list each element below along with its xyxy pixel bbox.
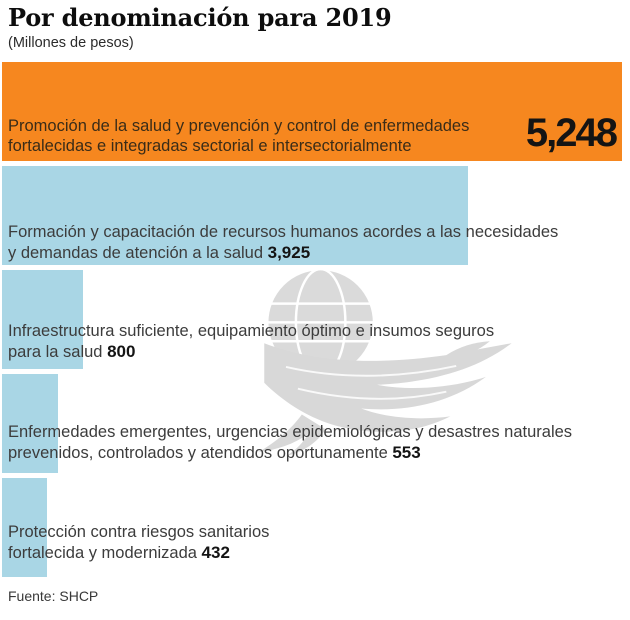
bar-label-line: Enfermedades emergentes, urgencias epide… [8, 423, 573, 441]
bar-value: 800 [107, 341, 136, 361]
bar-row: Promoción de la salud y prevención y con… [2, 62, 622, 161]
bar-label-line: Infraestructura suficiente, equipamiento… [8, 322, 495, 340]
bar-value-large: 5,248 [525, 111, 618, 155]
bar-label-line: Promoción de la salud y prevención y con… [8, 117, 470, 135]
bar-label-line: Formación y capacitación de recursos hum… [8, 223, 559, 241]
bar-rows: Promoción de la salud y prevención y con… [2, 62, 622, 577]
bar-2 [2, 166, 469, 265]
bar-row: Infraestructura suficiente, equipamiento… [2, 270, 622, 369]
bar-label-line: prevenidos, controlados y atendidos opor… [8, 443, 388, 462]
bar-label-line: Protección contra riesgos sanitarios [8, 523, 270, 541]
bar-label: Formación y capacitación de recursos hum… [8, 223, 558, 263]
bar-label: Infraestructura suficiente, equipamiento… [8, 322, 494, 362]
bar-value: 553 [392, 442, 421, 462]
bar-label: Promoción de la salud y prevención y con… [8, 117, 469, 156]
bar-row: Enfermedades emergentes, urgencias epide… [2, 374, 622, 473]
bar-4 [2, 374, 58, 473]
bar-label-line: para la salud [8, 342, 103, 361]
bar-5 [2, 478, 48, 577]
bar-label-line: fortalecidas e integradas sectorial e in… [8, 136, 412, 155]
bar-label: Protección contra riesgos sanitarios fort… [8, 523, 269, 563]
bar-label-line: y demandas de atención a la salud [8, 243, 264, 262]
page-subtitle: (Millones de pesos) [8, 35, 134, 51]
bar-label-line: fortalecida y modernizada [8, 543, 197, 562]
bar-row: Protección contra riesgos sanitarios fort… [2, 478, 622, 577]
source-note: Fuente: SHCP [8, 588, 99, 604]
bar-1 [2, 62, 622, 161]
page-title: Por denominación para 2019 [8, 3, 392, 32]
bar-value: 3,925 [267, 242, 311, 262]
bar-value: 432 [201, 542, 230, 562]
bar-label: Enfermedades emergentes, urgencias epide… [8, 423, 572, 463]
bar-chart: Promoción de la salud y prevención y con… [2, 62, 622, 577]
bar-row: Formación y capacitación de recursos hum… [2, 166, 622, 265]
bar-3 [2, 270, 84, 369]
